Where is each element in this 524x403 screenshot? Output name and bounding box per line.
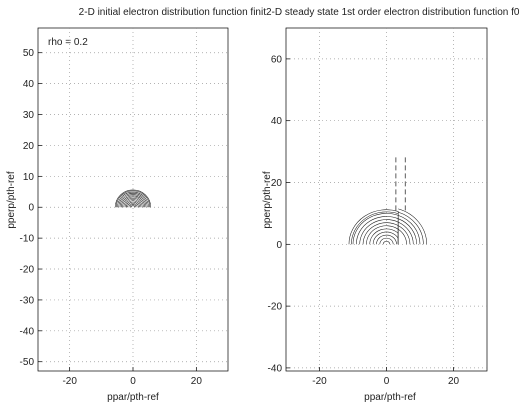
- y-tick-label: 0: [276, 240, 282, 251]
- right-panel-title: 2-D steady state 1st order electron dist…: [266, 7, 520, 18]
- right-contours: [348, 208, 427, 245]
- y-tick-label: 50: [23, 48, 35, 59]
- y-tick-label: -10: [20, 234, 35, 245]
- y-tick-label: -50: [20, 357, 35, 368]
- y-tick-label: 20: [271, 178, 283, 189]
- contour-line: [362, 222, 399, 245]
- contour-line: [351, 211, 399, 245]
- contour-line: [119, 194, 147, 208]
- left-y-axis-label: pperp/pth-ref: [6, 171, 17, 228]
- contour-line: [398, 215, 421, 245]
- contour-line: [124, 199, 142, 208]
- contour-line: [122, 196, 144, 208]
- contour-line: [366, 225, 399, 245]
- right-grid: [286, 28, 487, 371]
- left-panel: 2-D initial electron distribution functi…: [6, 7, 266, 403]
- contour-line: [128, 202, 138, 208]
- y-tick-label: 20: [23, 141, 35, 152]
- y-tick-label: -30: [20, 295, 35, 306]
- contour-line: [352, 213, 399, 245]
- left-ticks: -20 0 20 -50 -40 -30 -20 -10 0 10 20 30 40 50: [20, 48, 203, 387]
- contour-line: [131, 205, 135, 208]
- x-tick-label: 20: [191, 376, 203, 387]
- left-panel-title: 2-D initial electron distribution functi…: [79, 7, 267, 18]
- y-tick-label: 60: [271, 54, 283, 65]
- contour-line: [398, 221, 414, 245]
- contour-line: [376, 234, 397, 245]
- contour-line: [114, 189, 152, 208]
- contour-line: [127, 201, 139, 208]
- contour-line: [123, 198, 143, 208]
- x-tick-label: 20: [448, 376, 460, 387]
- contour-line: [129, 204, 137, 208]
- contour-line: [115, 190, 151, 208]
- y-tick-label: -40: [20, 326, 35, 337]
- contour-line: [398, 211, 424, 245]
- contour-line: [379, 237, 394, 245]
- x-tick-label: 0: [384, 376, 390, 387]
- x-tick-label: -20: [62, 376, 77, 387]
- contour-line: [382, 241, 391, 245]
- y-tick-label: -20: [268, 302, 283, 313]
- right-guide-lines: [395, 154, 406, 211]
- right-plot-frame: [285, 27, 488, 372]
- y-tick-label: 30: [23, 110, 35, 121]
- right-panel: 2-D steady state 1st order electron dist…: [262, 7, 520, 403]
- left-contours: [114, 189, 152, 208]
- x-tick-label: -20: [312, 376, 327, 387]
- y-tick-label: 40: [271, 116, 283, 127]
- contour-line: [126, 200, 140, 208]
- left-x-axis-label: ppar/pth-ref: [107, 392, 159, 403]
- contour-line: [369, 228, 399, 245]
- contour-line: [398, 229, 407, 245]
- y-tick-label: 40: [23, 79, 35, 90]
- contour-line: [118, 193, 148, 208]
- y-tick-label: 0: [28, 203, 34, 214]
- right-y-axis-label: pperp/pth-ref: [262, 171, 273, 228]
- y-tick-label: 10: [23, 172, 35, 183]
- contour-line: [121, 195, 145, 208]
- contour-line: [356, 216, 399, 245]
- right-ticks: -20 0 20 -40 -20 0 20 40 60: [268, 54, 460, 387]
- contour-line: [117, 191, 149, 208]
- x-tick-label: 0: [130, 376, 136, 387]
- contour-line: [372, 231, 399, 245]
- contour-line: [398, 218, 417, 245]
- contour-line: [398, 208, 427, 245]
- right-x-axis-label: ppar/pth-ref: [364, 392, 416, 403]
- y-tick-label: -20: [20, 265, 35, 276]
- rho-annotation: rho = 0.2: [48, 37, 88, 48]
- contour-line: [348, 209, 399, 245]
- y-tick-label: -40: [268, 363, 283, 374]
- contour-line: [359, 219, 399, 245]
